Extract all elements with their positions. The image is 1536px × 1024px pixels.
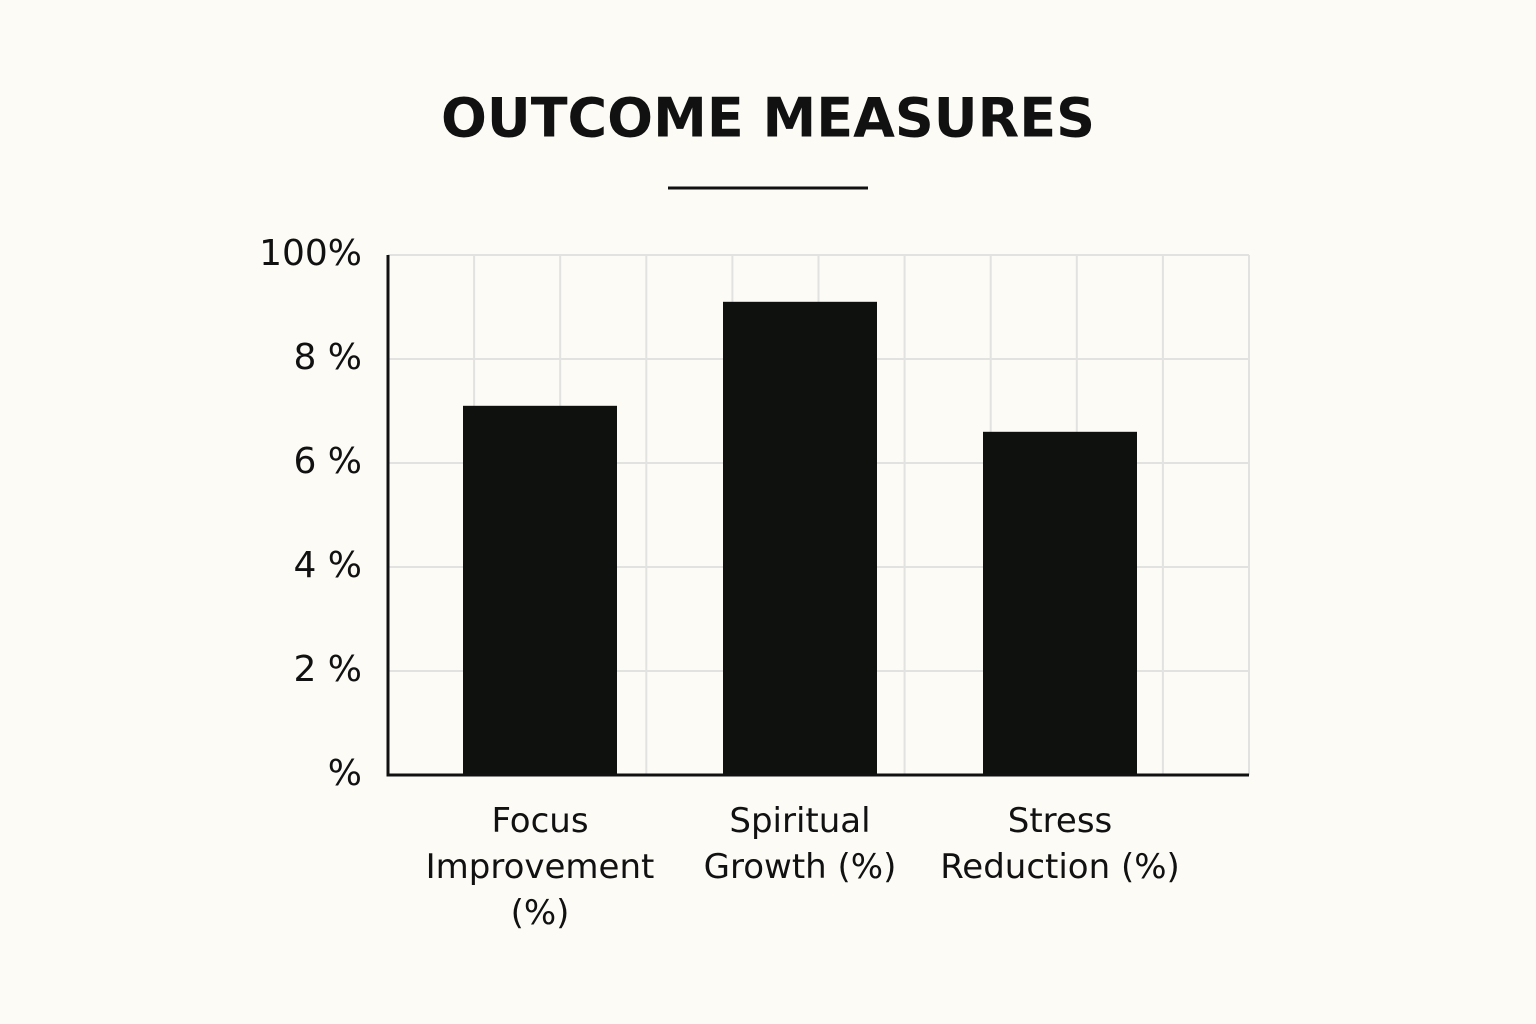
y-tick-label: 8 % bbox=[293, 337, 362, 378]
bar bbox=[723, 301, 877, 775]
chart-title: OUTCOME MEASURES bbox=[441, 87, 1095, 150]
bar bbox=[983, 431, 1137, 775]
x-tick-label: Spiritual Growth (%) bbox=[703, 801, 897, 887]
bar bbox=[463, 405, 617, 775]
y-tick-label: 100% bbox=[259, 233, 362, 274]
y-tick-label: 2 % bbox=[293, 649, 362, 690]
x-tick-label: Stress Reduction (%) bbox=[940, 801, 1180, 887]
y-tick-label: 6 % bbox=[293, 441, 362, 482]
y-tick-label: % bbox=[328, 753, 362, 794]
y-tick-label: 4 % bbox=[293, 545, 362, 586]
x-tick-label: Focus Improvement (%) bbox=[425, 801, 655, 933]
